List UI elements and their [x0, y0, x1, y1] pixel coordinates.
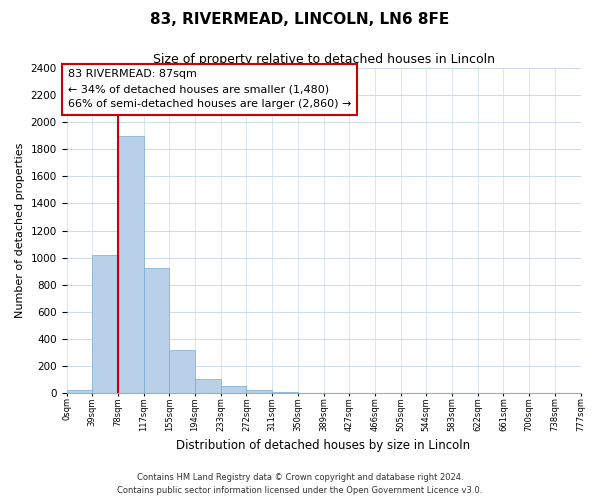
Title: Size of property relative to detached houses in Lincoln: Size of property relative to detached ho… [152, 52, 494, 66]
Bar [143, 268, 169, 393]
Bar [118, 136, 143, 393]
Text: 83, RIVERMEAD, LINCOLN, LN6 8FE: 83, RIVERMEAD, LINCOLN, LN6 8FE [151, 12, 449, 28]
Text: 83 RIVERMEAD: 87sqm
← 34% of detached houses are smaller (1,480)
66% of semi-det: 83 RIVERMEAD: 87sqm ← 34% of detached ho… [68, 70, 351, 109]
Bar [195, 380, 221, 393]
Bar [247, 390, 272, 393]
X-axis label: Distribution of detached houses by size in Lincoln: Distribution of detached houses by size … [176, 440, 470, 452]
Bar [221, 386, 247, 393]
Bar [169, 350, 195, 393]
Bar [67, 390, 92, 393]
Text: Contains HM Land Registry data © Crown copyright and database right 2024.
Contai: Contains HM Land Registry data © Crown c… [118, 474, 482, 495]
Bar [272, 392, 298, 393]
Bar [92, 255, 118, 393]
Y-axis label: Number of detached properties: Number of detached properties [15, 143, 25, 318]
